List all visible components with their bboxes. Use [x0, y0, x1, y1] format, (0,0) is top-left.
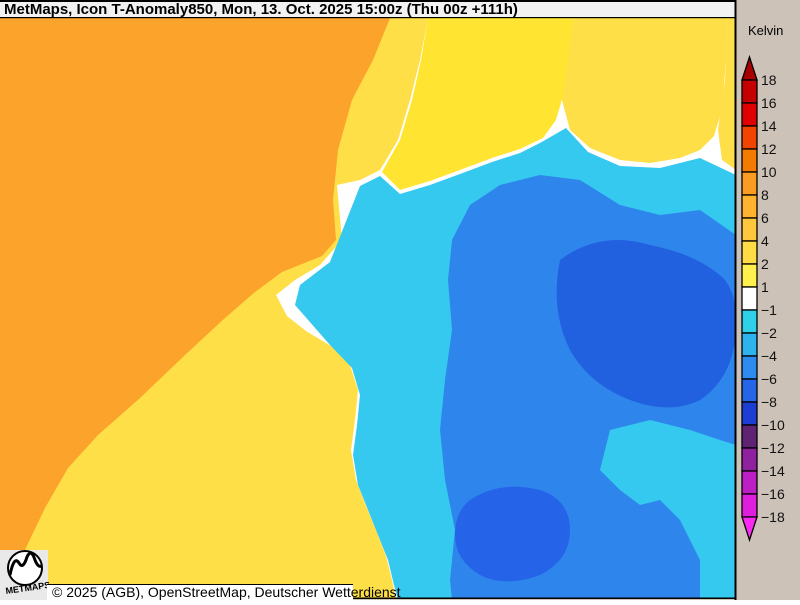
svg-text:MetMaps, Icon T-Anomaly850, Mo: MetMaps, Icon T-Anomaly850, Mon, 13. Oct…	[4, 1, 518, 18]
svg-text:© 2025 (AGB), OpenStreetMap, D: © 2025 (AGB), OpenStreetMap, Deutscher W…	[52, 584, 401, 600]
svg-text:10: 10	[761, 164, 777, 180]
svg-text:−6: −6	[761, 371, 777, 387]
svg-text:18: 18	[761, 72, 777, 88]
svg-text:−4: −4	[761, 348, 777, 364]
svg-text:6: 6	[761, 210, 769, 226]
svg-text:−10: −10	[761, 417, 785, 433]
svg-text:−16: −16	[761, 486, 785, 502]
svg-text:4: 4	[761, 233, 769, 249]
svg-text:−14: −14	[761, 463, 785, 479]
svg-text:14: 14	[761, 118, 777, 134]
svg-text:Kelvin: Kelvin	[748, 23, 783, 38]
svg-text:−12: −12	[761, 440, 785, 456]
svg-text:−8: −8	[761, 394, 777, 410]
svg-text:−18: −18	[761, 509, 785, 525]
svg-text:8: 8	[761, 187, 769, 203]
svg-text:16: 16	[761, 95, 777, 111]
svg-text:2: 2	[761, 256, 769, 272]
svg-text:12: 12	[761, 141, 777, 157]
svg-text:−1: −1	[761, 302, 777, 318]
svg-text:1: 1	[761, 279, 769, 295]
svg-text:−2: −2	[761, 325, 777, 341]
